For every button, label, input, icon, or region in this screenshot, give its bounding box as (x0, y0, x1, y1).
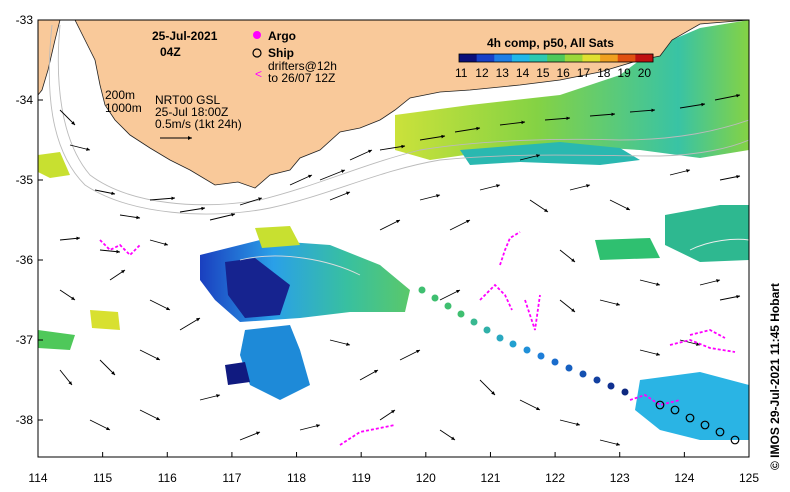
colorbar: 4h comp, p50, All Sats 11 12 13 14 15 16 17 18 1… (455, 36, 654, 80)
ship-label: Ship (268, 46, 294, 60)
depth-1000-label: 1000m (105, 101, 142, 115)
sst-west-patch (38, 152, 70, 178)
colorbar-tick-label: 15 (536, 66, 550, 80)
sst-south-patch (240, 325, 310, 400)
date-label: 25-Jul-2021 (152, 29, 218, 43)
colorbar-tick-label: 14 (516, 66, 530, 80)
scale-label: 0.5m/s (1kt 24h) (155, 117, 242, 131)
colorbar-swatch (511, 54, 531, 62)
y-tick-label: -35 (16, 173, 34, 187)
product-time-label: 25-Jul 18:00Z (155, 105, 228, 119)
x-tick-label: 122 (545, 471, 565, 485)
sst-east-patch (665, 205, 749, 262)
colorbar-swatch (476, 54, 495, 62)
x-tick-label: 115 (93, 471, 112, 485)
x-tick-label: 125 (739, 471, 759, 485)
product-label: NRT00 GSL (155, 93, 220, 107)
colorbar-swatch (564, 54, 583, 62)
colorbar-tick-label: 16 (557, 66, 571, 80)
colorbar-tick-label: 18 (597, 66, 611, 80)
colorbar-tick-label: 13 (496, 66, 510, 80)
sst-shelf-edge (460, 142, 640, 165)
colorbar-tick-label: 11 (455, 66, 468, 80)
x-tick-label: 114 (28, 471, 47, 485)
drifter-symbol: < (255, 67, 262, 81)
x-tick-label: 117 (222, 471, 241, 485)
colorbar-tick-label: 17 (577, 66, 591, 80)
colorbar-swatch (459, 54, 478, 62)
colorbar-swatch (600, 54, 619, 62)
sst-east-strip (595, 238, 660, 260)
x-tick-label: 121 (480, 471, 500, 485)
sst-southeast-patch (635, 372, 749, 440)
drifters-label: drifters@12h (268, 59, 337, 73)
depth-200-label: 200m (105, 88, 135, 102)
credit-label: © IMOS 29-Jul-2021 11:45 Hobart (768, 283, 782, 470)
x-tick-label: 116 (158, 471, 177, 485)
y-axis: -33 -34 -35 -36 -37 -38 (16, 13, 43, 427)
drifters-label-2: to 26/07 12Z (268, 71, 335, 85)
colorbar-swatch (494, 54, 513, 62)
x-tick-label: 119 (352, 471, 371, 485)
argo-label: Argo (268, 29, 296, 43)
sst-small-cold (225, 362, 250, 385)
x-tick-label: 118 (287, 471, 306, 485)
ship-track (418, 286, 740, 445)
time-label: 04Z (160, 45, 181, 59)
colorbar-title: 4h comp, p50, All Sats (487, 36, 614, 50)
sst-speck-3 (38, 330, 75, 350)
x-tick-label: 123 (610, 471, 630, 485)
sst-north-speck (255, 226, 300, 248)
colorbar-swatch (582, 54, 601, 62)
argo-symbol (253, 31, 261, 39)
x-tick-label: 120 (416, 471, 436, 485)
y-tick-label: -37 (16, 333, 34, 347)
x-tick-label: 124 (674, 471, 694, 485)
colorbar-swatch (635, 54, 654, 62)
land-west-tip (38, 20, 61, 96)
colorbar-swatch (617, 54, 636, 62)
sst-speck-2 (90, 310, 120, 330)
y-tick-label: -34 (16, 93, 34, 107)
y-tick-label: -36 (16, 253, 34, 267)
drifter-tracks (99, 231, 736, 446)
colorbar-swatch (529, 54, 548, 62)
plot-frame (37, 19, 750, 458)
colorbar-tick-label: 19 (617, 66, 631, 80)
y-tick-label: -33 (16, 13, 34, 27)
colorbar-swatch (547, 54, 566, 62)
colorbar-tick-label: 12 (475, 66, 489, 80)
x-axis: 114 115 116 117 118 119 120 121 122 123 124 125 (28, 452, 759, 485)
y-tick-label: -38 (16, 413, 34, 427)
colorbar-tick-label: 20 (638, 66, 652, 80)
current-vectors (59, 93, 741, 446)
sst-cold-core (225, 258, 290, 318)
ship-symbol (252, 48, 262, 58)
bathymetry-contours (48, 24, 749, 276)
